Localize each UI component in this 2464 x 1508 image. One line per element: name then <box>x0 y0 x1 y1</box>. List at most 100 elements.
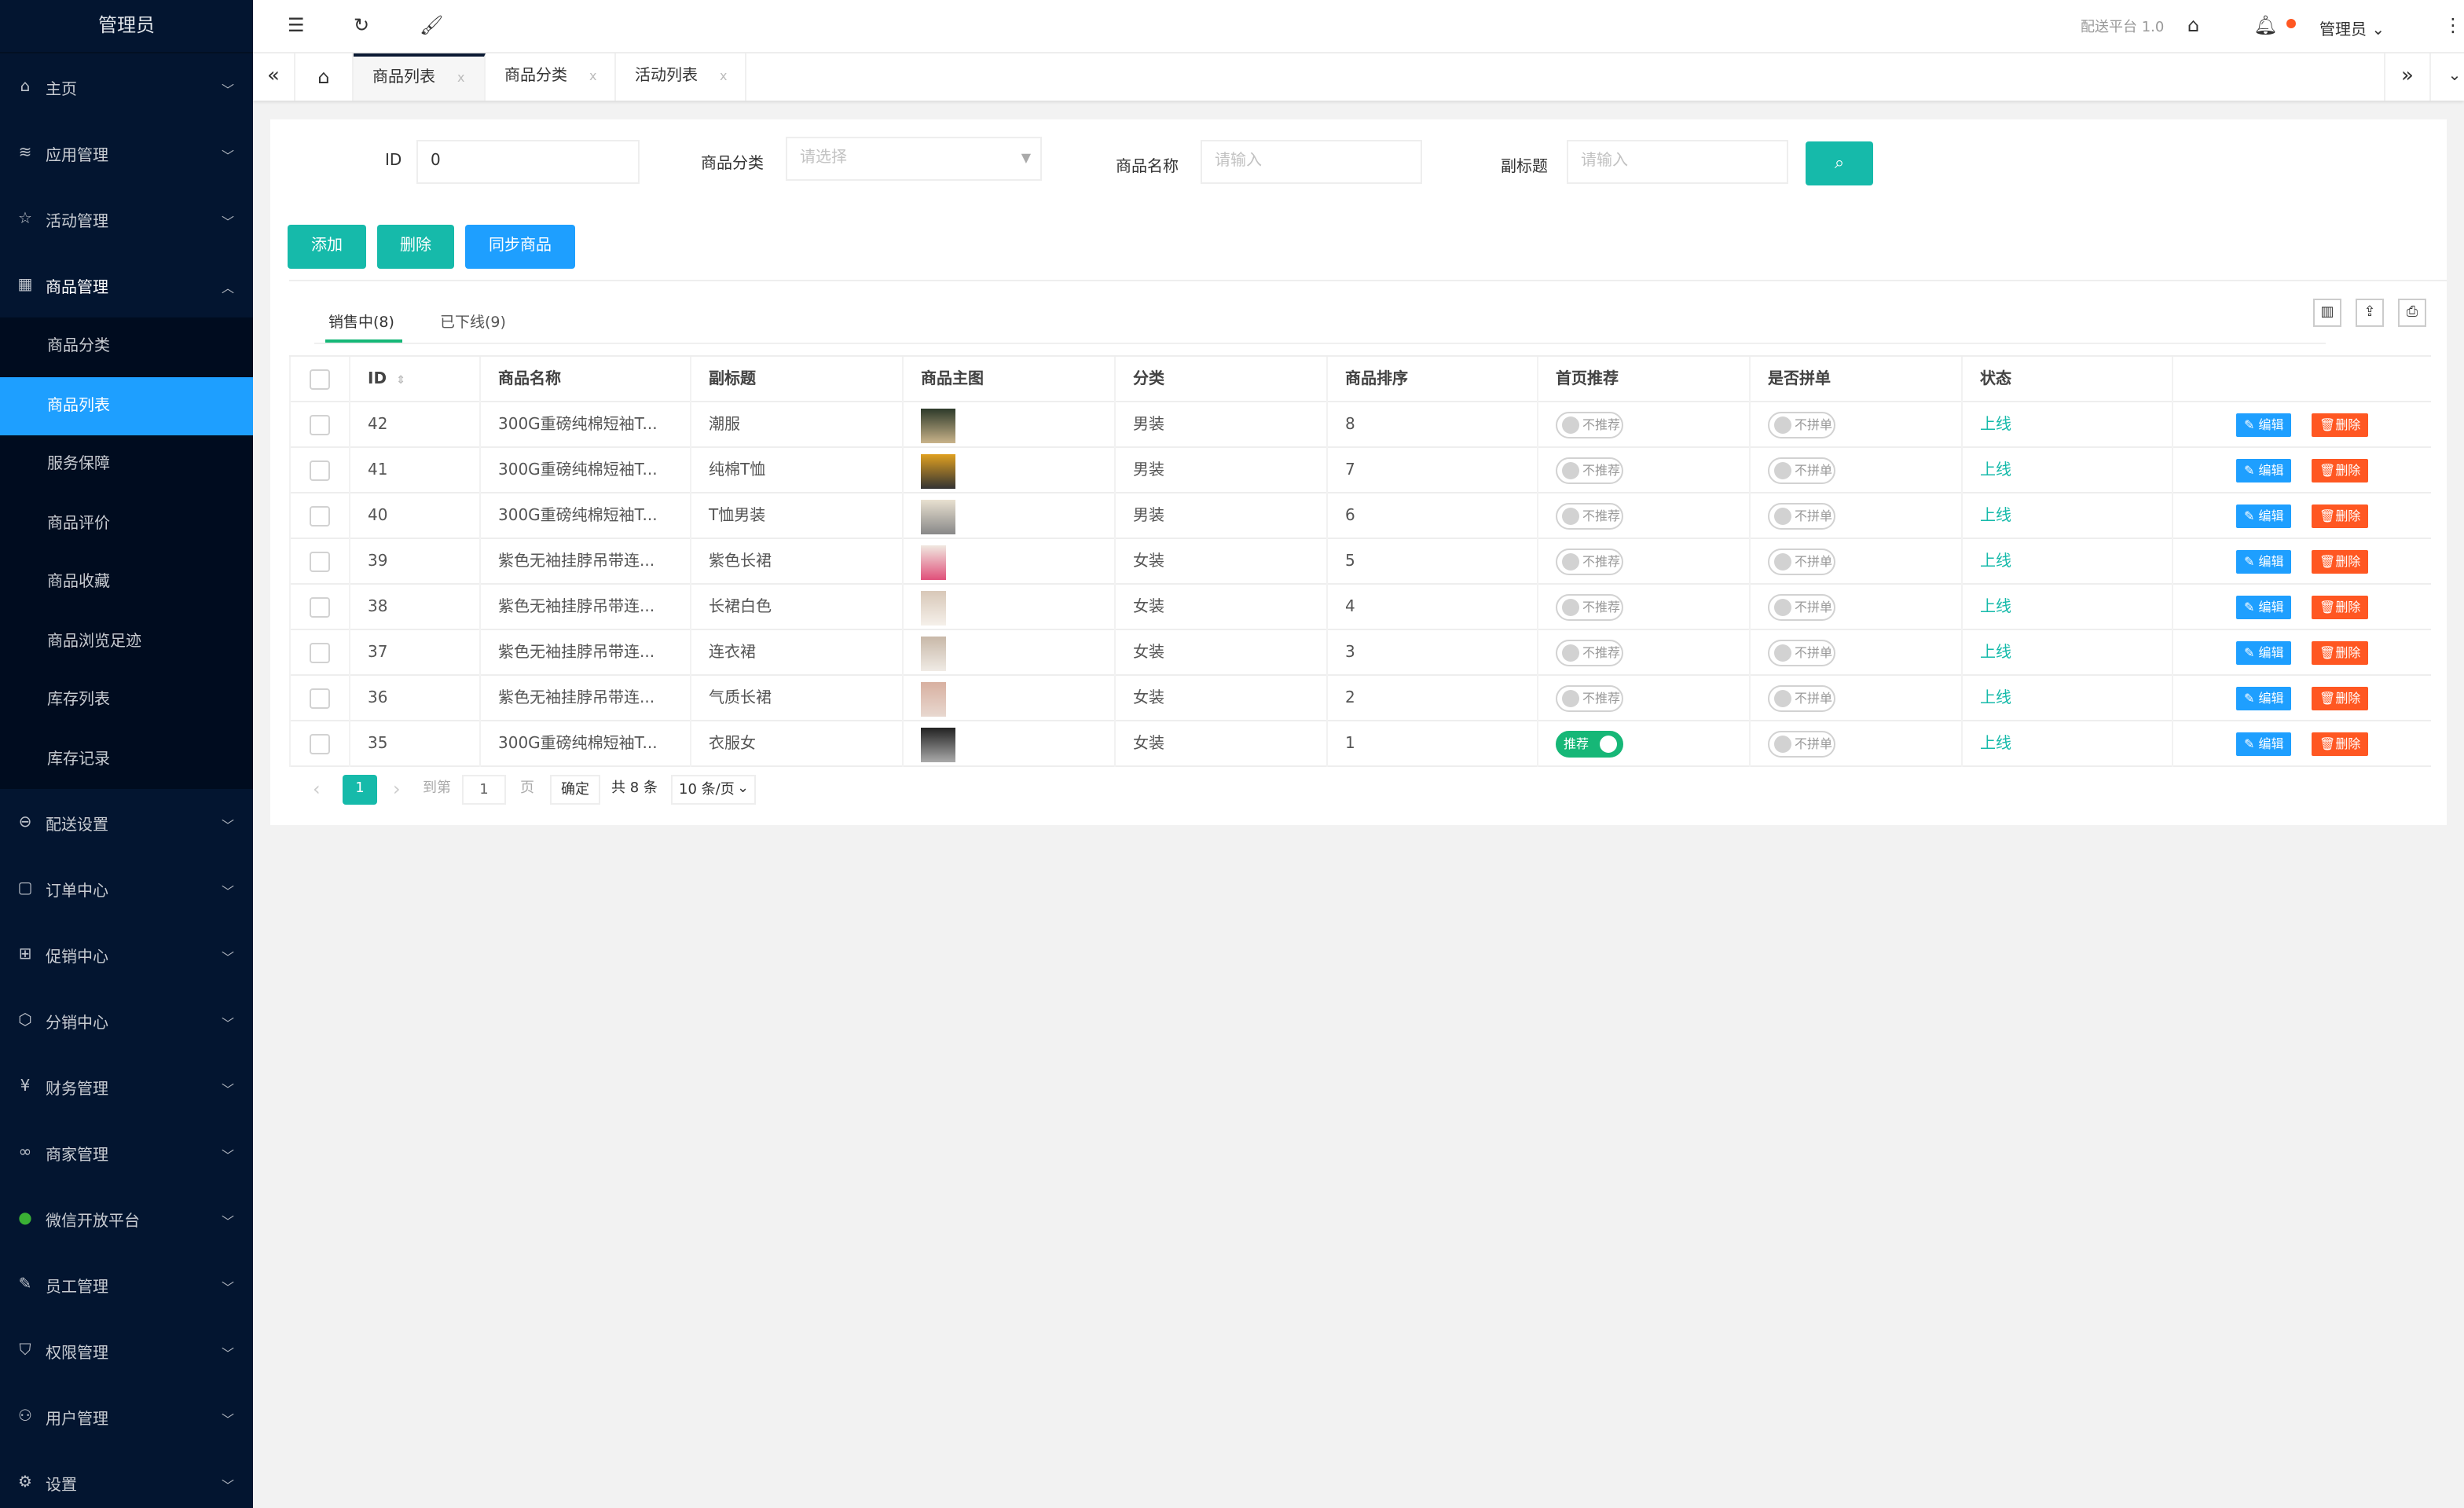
delete-row-button[interactable]: 🗑︎删除 <box>2312 550 2369 574</box>
tab-item[interactable]: 商品分类 x <box>486 53 616 101</box>
goto-confirm-button[interactable]: 确定 <box>550 775 600 805</box>
refresh-icon[interactable]: ↻ <box>354 14 370 36</box>
sidebar-subitem[interactable]: 商品浏览足迹 <box>47 633 141 650</box>
edit-button[interactable]: ✎ 编辑 <box>2236 413 2292 437</box>
header-cell[interactable]: ID ⇕ <box>349 357 479 402</box>
sidebar-item[interactable]: ⛉ 权限管理 ﹀ <box>0 1317 253 1383</box>
group-buy-toggle[interactable]: 不拼单 <box>1768 549 1835 575</box>
delete-row-button[interactable]: 🗑︎删除 <box>2312 459 2369 482</box>
menu-toggle-icon[interactable]: ☰ <box>288 14 305 36</box>
page-size-select[interactable]: 10 条/页 <box>671 775 756 805</box>
sidebar-subitem[interactable]: 库存记录 <box>47 750 110 768</box>
goto-page-input[interactable]: 1 <box>462 775 506 805</box>
page-1-button[interactable]: 1 <box>343 775 377 805</box>
product-thumbnail[interactable] <box>921 409 955 443</box>
close-icon[interactable]: x <box>589 69 597 83</box>
product-thumbnail[interactable] <box>921 500 955 534</box>
delete-row-button[interactable]: 🗑︎删除 <box>2312 641 2369 665</box>
sidebar-subitem[interactable]: 库存列表 <box>47 692 110 709</box>
sidebar-subitem[interactable]: 服务保障 <box>47 456 110 473</box>
product-thumbnail[interactable] <box>921 591 946 626</box>
sidebar-item[interactable]: ▦ 商品管理 ︿ <box>0 251 253 317</box>
more-icon[interactable]: ⋮ <box>2444 14 2462 36</box>
row-checkbox[interactable] <box>310 643 330 663</box>
tab-item[interactable]: 活动列表 x <box>616 53 746 101</box>
tab-item[interactable]: 商品列表 x <box>354 53 486 101</box>
sidebar-item[interactable]: ∞ 商家管理 ﹀ <box>0 1119 253 1185</box>
delete-button[interactable]: 删除 <box>377 225 454 269</box>
close-icon[interactable]: x <box>720 69 728 83</box>
tabs-scroll-right-icon[interactable]: » <box>2384 53 2431 101</box>
edit-button[interactable]: ✎ 编辑 <box>2236 732 2292 756</box>
row-checkbox[interactable] <box>310 734 330 754</box>
add-button[interactable]: 添加 <box>288 225 366 269</box>
product-thumbnail[interactable] <box>921 637 946 671</box>
print-icon[interactable]: ⎙ <box>2398 299 2426 327</box>
delete-row-button[interactable]: 🗑︎删除 <box>2312 732 2369 756</box>
sort-icon[interactable]: ⇕ <box>396 374 405 387</box>
delete-row-button[interactable]: 🗑︎删除 <box>2312 596 2369 619</box>
group-buy-toggle[interactable]: 不拼单 <box>1768 594 1835 621</box>
status-link[interactable]: 上线 <box>1980 599 2011 616</box>
group-buy-toggle[interactable]: 不拼单 <box>1768 457 1835 484</box>
sidebar-item[interactable]: ▢ 订单中心 ﹀ <box>0 855 253 921</box>
sidebar-item[interactable]: ≋ 应用管理 ﹀ <box>0 119 253 185</box>
prev-page-icon[interactable]: ‹ <box>313 778 321 800</box>
sync-goods-button[interactable]: 同步商品 <box>465 225 575 269</box>
product-thumbnail[interactable] <box>921 728 955 762</box>
row-checkbox[interactable] <box>310 688 330 709</box>
sidebar-item[interactable]: ⊖ 配送设置 ﹀ <box>0 789 253 855</box>
recommend-toggle[interactable]: 不推荐 <box>1556 594 1623 621</box>
sidebar-item[interactable]: ✎ 员工管理 ﹀ <box>0 1251 253 1317</box>
row-checkbox[interactable] <box>310 552 330 572</box>
tag-icon[interactable]: ⌂ <box>2187 14 2200 36</box>
recommend-toggle[interactable]: 不推荐 <box>1556 412 1623 438</box>
home-tab-icon[interactable]: ⌂ <box>295 53 354 101</box>
status-link[interactable]: 上线 <box>1980 644 2011 662</box>
edit-button[interactable]: ✎ 编辑 <box>2236 641 2292 665</box>
name-input[interactable]: 请输入 <box>1201 140 1422 184</box>
group-buy-toggle[interactable]: 不拼单 <box>1768 731 1835 758</box>
recommend-toggle[interactable]: 不推荐 <box>1556 457 1623 484</box>
subtitle-input[interactable]: 请输入 <box>1567 140 1788 184</box>
delete-row-button[interactable]: 🗑︎删除 <box>2312 413 2369 437</box>
edit-button[interactable]: ✎ 编辑 <box>2236 459 2292 482</box>
edit-button[interactable]: ✎ 编辑 <box>2236 687 2292 710</box>
tabs-scroll-left-icon[interactable]: « <box>253 53 295 101</box>
status-link[interactable]: 上线 <box>1980 508 2011 525</box>
recommend-toggle[interactable]: 不推荐 <box>1556 549 1623 575</box>
product-thumbnail[interactable] <box>921 682 946 717</box>
status-link[interactable]: 上线 <box>1980 553 2011 571</box>
sidebar-item[interactable]: ☆ 活动管理 ﹀ <box>0 185 253 251</box>
tabs-menu-chevron-icon[interactable]: ⌄ <box>2448 68 2462 85</box>
select-all-checkbox[interactable] <box>310 369 330 390</box>
recommend-toggle[interactable]: 不推荐 <box>1556 685 1623 712</box>
product-thumbnail[interactable] <box>921 454 955 489</box>
status-link[interactable]: 上线 <box>1980 690 2011 707</box>
group-buy-toggle[interactable]: 不拼单 <box>1768 685 1835 712</box>
columns-filter-icon[interactable]: ▥ <box>2313 299 2341 327</box>
sidebar-item[interactable]: ¥ 财务管理 ﹀ <box>0 1053 253 1119</box>
export-icon[interactable]: ⇪ <box>2356 299 2384 327</box>
status-link[interactable]: 上线 <box>1980 462 2011 479</box>
recommend-toggle[interactable]: 不推荐 <box>1556 503 1623 530</box>
edit-button[interactable]: ✎ 编辑 <box>2236 505 2292 528</box>
close-icon[interactable]: x <box>457 71 465 85</box>
status-link[interactable]: 上线 <box>1980 416 2011 434</box>
sidebar-item[interactable]: ⬡ 分销中心 ﹀ <box>0 987 253 1053</box>
search-button[interactable]: ⌕ <box>1806 141 1873 185</box>
delete-row-button[interactable]: 🗑︎删除 <box>2312 505 2369 528</box>
sidebar-item[interactable]: ⚇ 用户管理 ﹀ <box>0 1383 253 1449</box>
sidebar-item[interactable]: ⊞ 促销中心 ﹀ <box>0 921 253 987</box>
sidebar-subitem[interactable]: 商品分类 <box>47 338 110 355</box>
group-buy-toggle[interactable]: 不拼单 <box>1768 503 1835 530</box>
edit-button[interactable]: ✎ 编辑 <box>2236 596 2292 619</box>
sidebar-subitem[interactable]: 商品列表 <box>0 376 253 435</box>
recommend-toggle[interactable]: 不推荐 <box>1556 640 1623 666</box>
next-page-icon[interactable]: › <box>393 778 401 800</box>
product-thumbnail[interactable] <box>921 545 946 580</box>
category-select[interactable]: 请选择 ▼ <box>786 137 1042 181</box>
id-input[interactable]: 0 <box>416 140 640 184</box>
status-link[interactable]: 上线 <box>1980 736 2011 753</box>
sidebar-item[interactable]: ● 微信开放平台 ﹀ <box>0 1185 253 1251</box>
